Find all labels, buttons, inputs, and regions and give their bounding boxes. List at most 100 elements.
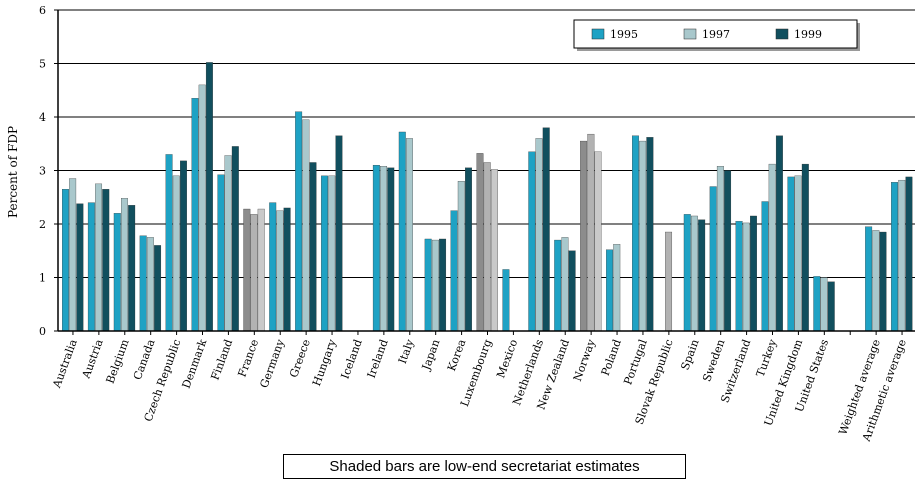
x-tick-label: Denmark [180, 337, 210, 390]
legend-swatch-1999 [775, 28, 789, 40]
bar-1999-4 [180, 160, 187, 332]
bar-1997-13 [406, 138, 413, 332]
axes [54, 9, 915, 335]
legend-label-1995: 1995 [610, 28, 638, 41]
y-tick-label: 6 [39, 4, 46, 17]
bar-1999-7 [257, 208, 265, 332]
bar-1995-13 [398, 131, 406, 332]
bar-1999-6 [231, 146, 239, 332]
bar-1997-24 [691, 215, 698, 332]
bar-1995-27 [761, 201, 769, 332]
bar-1999-16 [490, 169, 498, 332]
bar-1995-22 [632, 135, 639, 332]
bar-1995-21 [606, 249, 613, 332]
bar-1997-32 [898, 179, 906, 332]
bar-1997-12 [380, 166, 388, 332]
bar-1999-29 [827, 281, 835, 332]
x-tick-label: Italy [396, 337, 417, 366]
y-tick-label: 3 [39, 165, 46, 178]
legend-label-1997: 1997 [702, 28, 730, 41]
y-tick-label: 2 [39, 218, 46, 231]
x-tick-label: Portugal [621, 337, 650, 386]
bar-1995-15 [450, 210, 458, 332]
bar-1997-4 [172, 175, 180, 332]
bar-1999-10 [335, 135, 343, 332]
bar-1997-15 [457, 181, 465, 332]
bar-1999-9 [309, 162, 317, 332]
bar-1997-18 [535, 138, 543, 332]
bar-1999-32 [905, 176, 913, 332]
x-tick-label: Greece [287, 338, 313, 380]
bar-1995-5 [191, 98, 199, 332]
bar-1999-25 [724, 170, 732, 332]
bar-1997-23 [665, 231, 673, 332]
bar-1995-18 [528, 151, 536, 332]
bar-1997-20 [587, 133, 595, 332]
bar-1995-24 [683, 214, 691, 332]
bar-1995-19 [554, 239, 562, 332]
bar-1999-12 [387, 167, 395, 332]
bar-1995-0 [62, 189, 69, 332]
bar-1995-6 [217, 174, 225, 332]
x-tick-label: Belgium [104, 337, 132, 385]
bar-1997-26 [742, 222, 750, 332]
bar-1997-14 [431, 239, 439, 332]
bar-1995-31 [865, 226, 873, 332]
bar-1997-28 [794, 175, 802, 332]
bar-1997-31 [872, 230, 880, 332]
bar-1995-12 [372, 164, 380, 332]
bar-1999-24 [698, 219, 706, 332]
bar-1997-1 [95, 183, 103, 332]
bar-1999-1 [102, 189, 110, 332]
bar-1995-1 [87, 202, 95, 332]
bar-1999-28 [801, 163, 809, 332]
bar-1995-8 [269, 202, 277, 332]
bar-1997-0 [69, 178, 77, 332]
bar-1995-7 [243, 208, 251, 332]
x-tick-label: Finland [208, 338, 235, 382]
x-tick-label: Canada [131, 337, 158, 382]
y-tick-label: 5 [39, 58, 46, 71]
bar-1997-25 [716, 166, 724, 332]
bar-1995-17 [502, 269, 510, 332]
bar-1995-25 [709, 186, 717, 332]
bar-1999-15 [465, 167, 472, 332]
x-tick-label: Japan [419, 338, 442, 373]
legend: 1995 1997 1999 [573, 19, 860, 51]
legend-box [573, 19, 858, 49]
bar-1997-10 [328, 175, 336, 332]
bar-1997-7 [250, 214, 258, 332]
bar-1999-31 [879, 231, 887, 332]
bar-1995-2 [113, 213, 121, 332]
y-tick-label: 4 [39, 111, 46, 124]
bar-1999-20 [594, 151, 602, 332]
bar-1997-27 [768, 163, 776, 332]
bar-1999-26 [750, 215, 757, 332]
bar-1999-0 [76, 203, 84, 332]
bar-1997-21 [613, 244, 621, 332]
bar-1995-16 [476, 153, 484, 332]
x-tick-label: Norway [571, 337, 598, 383]
bar-1995-28 [787, 176, 795, 332]
x-tick-label: Ireland [365, 338, 391, 380]
x-tick-label: France [236, 338, 262, 379]
bar-1995-32 [891, 182, 898, 332]
bar-1999-22 [646, 137, 654, 332]
bar-1995-14 [424, 238, 432, 332]
x-tick-label: Iceland [338, 338, 364, 381]
bar-1999-8 [283, 207, 291, 332]
y-tick-label: 1 [39, 272, 46, 285]
bar-1999-27 [775, 135, 783, 332]
x-tick-label: Mexico [494, 337, 520, 380]
bar-1995-29 [813, 276, 821, 332]
bar-1995-26 [735, 221, 743, 332]
bar-1995-4 [165, 154, 173, 332]
bar-1995-20 [580, 140, 588, 332]
x-tick-label: Germany [257, 337, 287, 390]
y-tick-label: 0 [39, 325, 46, 338]
bar-1999-14 [439, 238, 447, 332]
bars [62, 62, 913, 332]
